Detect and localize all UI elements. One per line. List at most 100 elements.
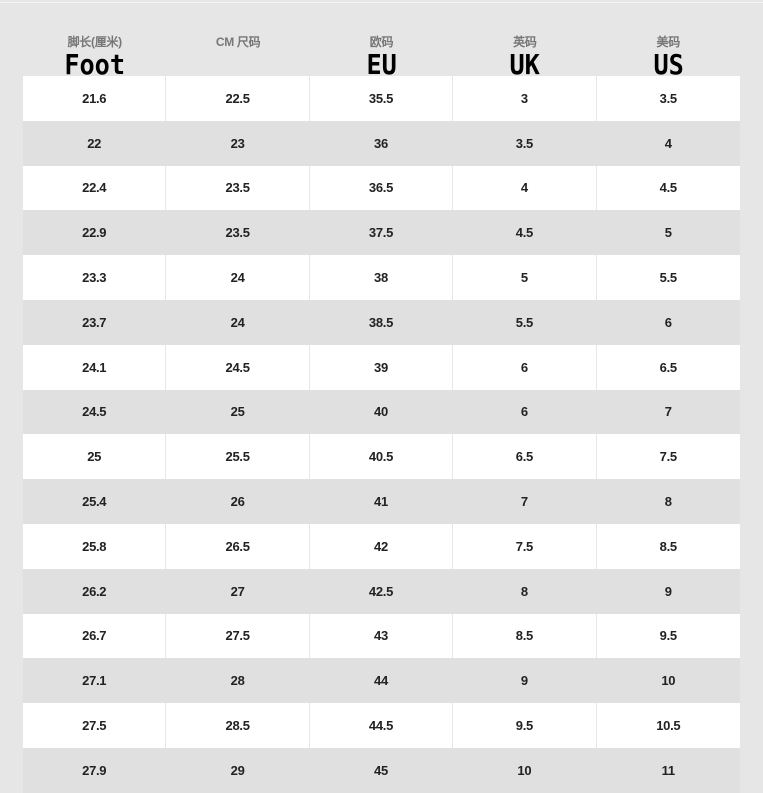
table-cell: 6 (453, 344, 597, 390)
table-row: 27.9 29 45 10 11 (23, 747, 740, 793)
table-cell: 22 (23, 120, 167, 166)
table-row: 25.8 26.5 42 7.5 8.5 (23, 523, 740, 569)
table-cell: 44.5 (310, 703, 454, 748)
table-cell: 7.5 (453, 523, 597, 569)
table-cell: 23.5 (166, 210, 310, 256)
table-cell: 6.5 (659, 359, 677, 375)
table-cell: 27.9 (23, 747, 167, 793)
table-cell: 10 (453, 747, 597, 793)
header-zh-label: 欧码 (369, 35, 394, 49)
table-cell: 5.5 (453, 299, 597, 345)
header-en-label: UK (509, 48, 541, 81)
table-cell: 26.2 (23, 568, 167, 614)
table-row: 25 25.5 40.5 6.5 7.5 (23, 434, 740, 480)
table-cell: 27.5 (23, 703, 167, 748)
table-cell: 23.3 (23, 255, 167, 300)
table-cell: 24 (166, 255, 310, 300)
header-cell: 英码 UK (453, 31, 596, 81)
header-cell: CM 尺码 (166, 31, 309, 76)
table-cell: 24.1 (23, 344, 167, 390)
header-zh-label: CM 尺码 (215, 35, 261, 49)
table-cell: 10.5 (656, 718, 681, 734)
table-cell: 24.5 (23, 389, 167, 435)
table-row: 22.4 23.5 36.5 4 4.5 (23, 165, 740, 211)
table-cell: 24.5 (166, 344, 310, 390)
table-cell: 5 (453, 255, 597, 300)
table-cell: 3.5 (659, 90, 677, 106)
table-cell: 9.5 (659, 628, 677, 644)
table-cell: 5 (664, 225, 672, 241)
header-en-label: EU (366, 48, 397, 81)
table-cell: 25 (23, 434, 167, 480)
table-cell: 38 (310, 255, 454, 300)
table-cell: 8.5 (453, 613, 597, 659)
table-cell: 45 (310, 747, 454, 793)
table-cell: 22.9 (23, 210, 167, 256)
table-cell: 4 (664, 135, 672, 151)
table-cell: 26 (166, 479, 310, 524)
table-cell: 9 (664, 583, 672, 599)
table-row: 22.9 23.5 37.5 4.5 5 (23, 210, 740, 256)
table-row: 26.7 27.5 43 8.5 9.5 (23, 613, 740, 659)
table-cell: 40.5 (310, 434, 454, 480)
table-row: 26.2 27 42.5 8 9 (23, 568, 740, 614)
table-cell: 3 (453, 76, 597, 121)
table-cell: 6 (664, 314, 672, 330)
table-cell: 11 (661, 762, 675, 778)
table-cell: 26.5 (166, 523, 310, 569)
table-cell: 25.8 (23, 523, 167, 569)
table-cell: 9.5 (453, 703, 597, 748)
table-cell: 27.5 (166, 613, 310, 659)
table-cell: 7 (453, 479, 597, 524)
table-cell: 29 (166, 747, 310, 793)
table-cell: 6.5 (453, 434, 597, 480)
table-cell: 36.5 (310, 165, 454, 211)
table-cell: 5.5 (659, 270, 677, 286)
size-table: 21.6 22.5 35.5 3 3.5 22 23 36 3.5 4 22.4 23.5 36.5 4 4… (23, 76, 740, 793)
table-cell: 8 (453, 568, 597, 614)
table-cell: 39 (310, 344, 454, 390)
table-row: 24.1 24.5 39 6 6.5 (23, 344, 740, 390)
table-cell: 35.5 (310, 76, 454, 121)
table-cell: 26.7 (23, 613, 167, 659)
table-cell: 27.1 (23, 658, 167, 704)
table-cell: 3.5 (453, 120, 597, 166)
table-cell: 8.5 (659, 538, 677, 554)
table-cell: 27 (166, 568, 310, 614)
header-cell: 脚长(厘米) Foot (23, 31, 166, 81)
table-cell: 9 (453, 658, 597, 704)
table-row: 24.5 25 40 6 7 (23, 389, 740, 435)
table-cell: 6 (453, 389, 597, 435)
table-cell: 25.5 (166, 434, 310, 480)
table-cell: 42 (310, 523, 454, 569)
table-cell: 10 (661, 673, 676, 689)
table-cell: 25.4 (23, 479, 167, 524)
table-cell: 43 (310, 613, 454, 659)
table-cell: 23 (166, 120, 310, 166)
table-cell: 21.6 (23, 76, 167, 121)
table-cell: 37.5 (310, 210, 454, 256)
header-cell: 欧码 EU (310, 31, 453, 81)
header-zh-label: 美码 (656, 35, 681, 49)
table-cell: 40 (310, 389, 454, 435)
table-row: 25.4 26 41 7 8 (23, 479, 740, 524)
table-cell: 8 (664, 494, 672, 510)
header-zh-label: 英码 (513, 35, 537, 49)
table-cell: 23.5 (166, 165, 310, 211)
header-en-label: US (653, 48, 684, 81)
table-row: 23.3 24 38 5 5.5 (23, 255, 740, 300)
header-cell: 美码 US (597, 31, 740, 81)
table-row: 27.1 28 44 9 10 (23, 658, 740, 704)
table-cell: 22.4 (23, 165, 167, 211)
table-cell: 28.5 (166, 703, 310, 748)
table-row: 23.7 24 38.5 5.5 6 (23, 299, 740, 345)
table-cell: 41 (310, 479, 454, 524)
table-cell: 4.5 (659, 180, 677, 196)
table-cell: 22.5 (166, 76, 310, 121)
table-cell: 24 (166, 299, 310, 345)
table-cell: 23.7 (23, 299, 167, 345)
header-en-label: Foot (64, 48, 126, 81)
table-cell: 28 (166, 658, 310, 704)
table-cell: 4 (453, 165, 597, 211)
